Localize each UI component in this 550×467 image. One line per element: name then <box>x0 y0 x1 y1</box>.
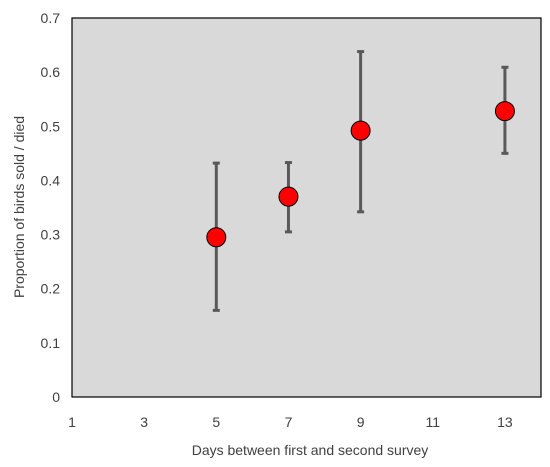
x-tick-label: 7 <box>285 414 293 430</box>
x-tick-label: 11 <box>425 414 440 430</box>
x-tick-label: 3 <box>140 414 148 430</box>
x-axis-title: Days between first and second survey <box>192 442 429 458</box>
y-tick-label: 0.1 <box>41 335 61 351</box>
x-tick-label: 1 <box>68 414 76 430</box>
data-point <box>206 227 227 248</box>
y-tick-label: 0.2 <box>41 281 61 297</box>
y-tick-label: 0.4 <box>41 172 61 188</box>
x-tick-label: 13 <box>497 414 513 430</box>
y-tick-label: 0 <box>52 389 60 405</box>
data-point <box>278 186 299 207</box>
y-tick-label: 0.3 <box>41 227 61 243</box>
data-points <box>206 101 515 248</box>
x-tick-label: 5 <box>212 414 220 430</box>
x-axis-ticks: 1 3 5 7 9 11 13 <box>68 414 513 430</box>
data-point <box>350 120 371 141</box>
y-tick-label: 0.6 <box>41 64 61 80</box>
y-axis-ticks: 0 0.1 0.2 0.3 0.4 0.5 0.6 0.7 <box>41 10 61 405</box>
y-tick-label: 0.5 <box>41 118 61 134</box>
y-axis-title: Proportion of birds sold / died <box>11 116 27 298</box>
plot-area <box>71 17 542 398</box>
y-tick-label: 0.7 <box>41 10 61 26</box>
data-point <box>494 101 515 122</box>
x-tick-label: 9 <box>357 414 365 430</box>
